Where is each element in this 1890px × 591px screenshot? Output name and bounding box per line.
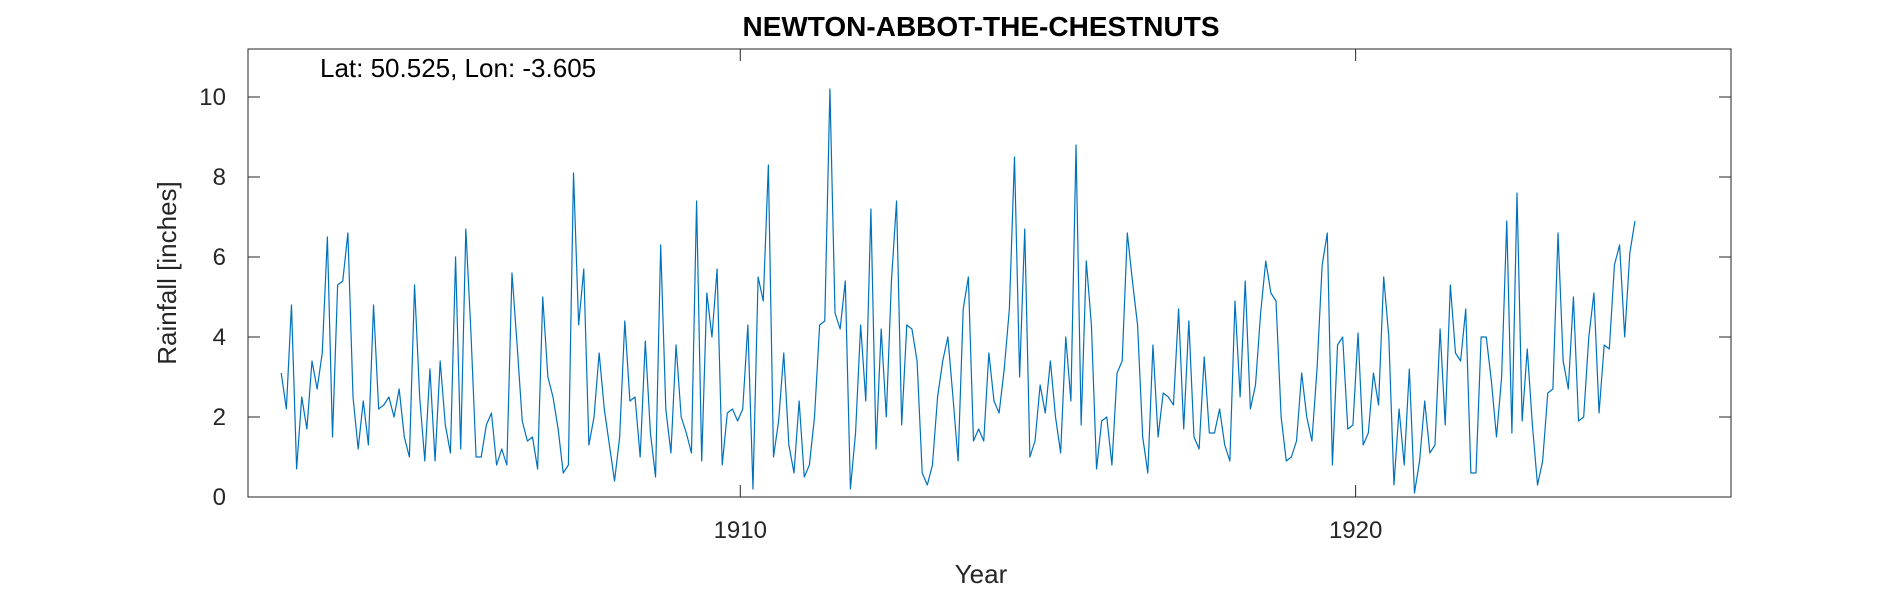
y-axis-title: Rainfall [inches] [152, 181, 182, 365]
chart-title: NEWTON-ABBOT-THE-CHESTNUTS [742, 11, 1219, 42]
ticks-layer: 0 2 4 6 8 10 1910 1920 [199, 49, 1731, 544]
y-tick-label-4: 4 [213, 324, 226, 351]
y-tick-label-10: 10 [199, 84, 226, 111]
location-annotation: Lat: 50.525, Lon: -3.605 [320, 53, 596, 83]
y-tick-label-0: 0 [213, 484, 226, 511]
x-axis-title: Year [955, 559, 1008, 589]
x-tick-label-1910: 1910 [714, 517, 767, 544]
series-layer [280, 88, 1636, 494]
y-tick-label-6: 6 [213, 244, 226, 271]
rainfall-series-line [280, 88, 1636, 494]
y-tick-label-2: 2 [213, 404, 226, 431]
y-tick-label-8: 8 [213, 164, 226, 191]
plot-background [248, 49, 1731, 497]
plot-frame [247, 48, 1732, 498]
x-tick-label-1920: 1920 [1329, 517, 1382, 544]
